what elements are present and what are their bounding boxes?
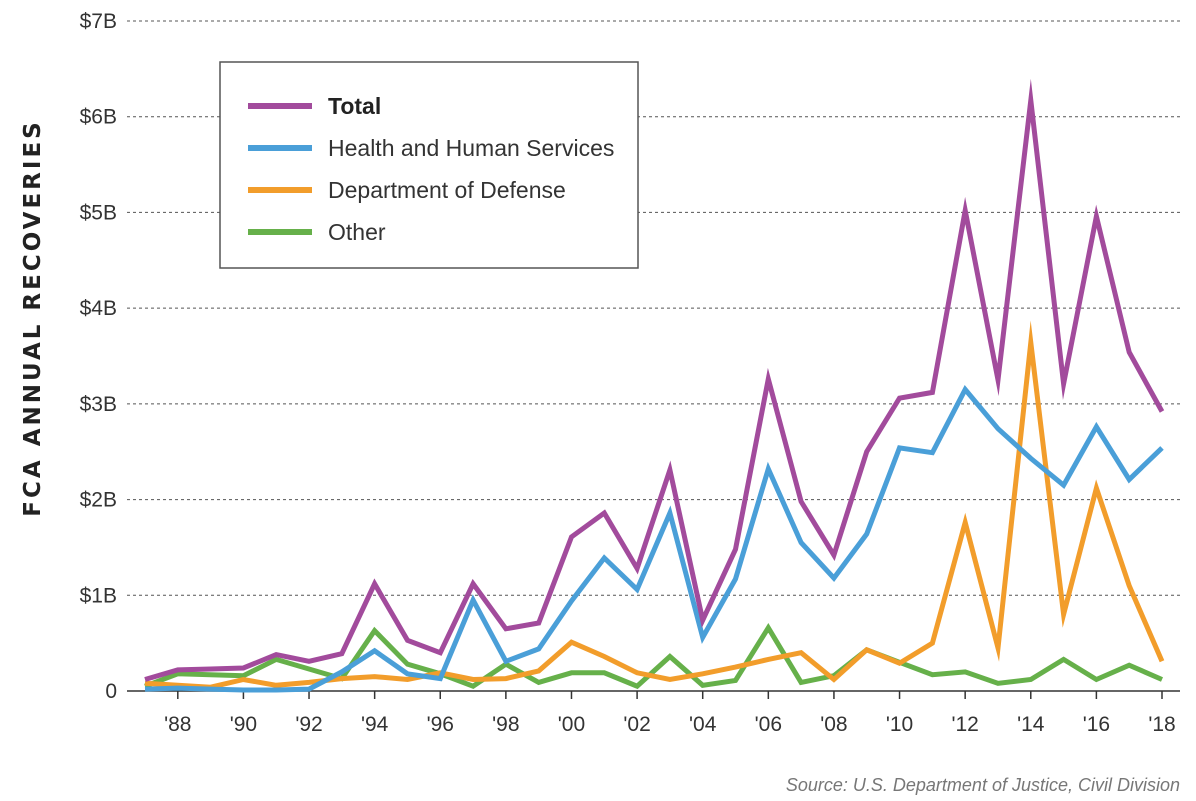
x-tick-label: '10 <box>886 713 913 736</box>
x-tick-label: '12 <box>951 713 978 736</box>
series-line-other <box>144 623 1163 690</box>
x-tick-label: '00 <box>558 713 585 736</box>
legend: Total Health and Human Services Department… <box>219 61 639 269</box>
y-tick-label: $3B <box>80 393 117 416</box>
y-axis-label: FCA ANNUAL RECOVERIES <box>20 119 46 516</box>
y-tick-label: 0 <box>105 680 117 703</box>
x-tick-label: '04 <box>689 713 717 736</box>
x-tick-label: '96 <box>427 713 454 736</box>
y-tick-label: $1B <box>80 584 117 607</box>
x-axis: '88 '90 '92 '94 '96 '98 '00 '02 '04 '06 '08 '10 '12 '… <box>164 691 1176 736</box>
source-note: Source: U.S. Department of Justice, Civi… <box>786 775 1180 795</box>
x-tick-label: '02 <box>623 713 650 736</box>
series-lines <box>144 78 1165 693</box>
x-tick-label: '90 <box>230 713 257 736</box>
x-tick-label: '16 <box>1083 713 1110 736</box>
x-tick-label: '08 <box>820 713 847 736</box>
series-line-total <box>144 78 1165 682</box>
y-tick-label: $4B <box>80 297 117 320</box>
series-line-health-and-human-services <box>144 385 1164 693</box>
legend-label: Department of Defense <box>328 177 566 203</box>
y-axis-ticks: 0 $1B $2B $3B $4B $5B $6B $7B <box>80 10 117 703</box>
y-tick-label: $5B <box>80 201 117 224</box>
legend-label: Other <box>328 219 386 245</box>
x-tick-label: '92 <box>295 713 322 736</box>
x-tick-label: '94 <box>361 713 389 736</box>
legend-label: Total <box>328 93 381 119</box>
x-tick-label: '18 <box>1148 713 1175 736</box>
legend-box <box>219 61 639 269</box>
y-tick-label: $6B <box>80 106 117 129</box>
y-tick-label: $2B <box>80 489 117 512</box>
legend-label: Health and Human Services <box>328 135 614 161</box>
x-tick-label: '88 <box>164 713 191 736</box>
y-tick-label: $7B <box>80 10 117 33</box>
x-tick-label: '98 <box>492 713 519 736</box>
x-tick-label: '06 <box>755 713 782 736</box>
series-line-department-of-defense <box>144 320 1165 690</box>
x-tick-label: '14 <box>1017 713 1045 736</box>
